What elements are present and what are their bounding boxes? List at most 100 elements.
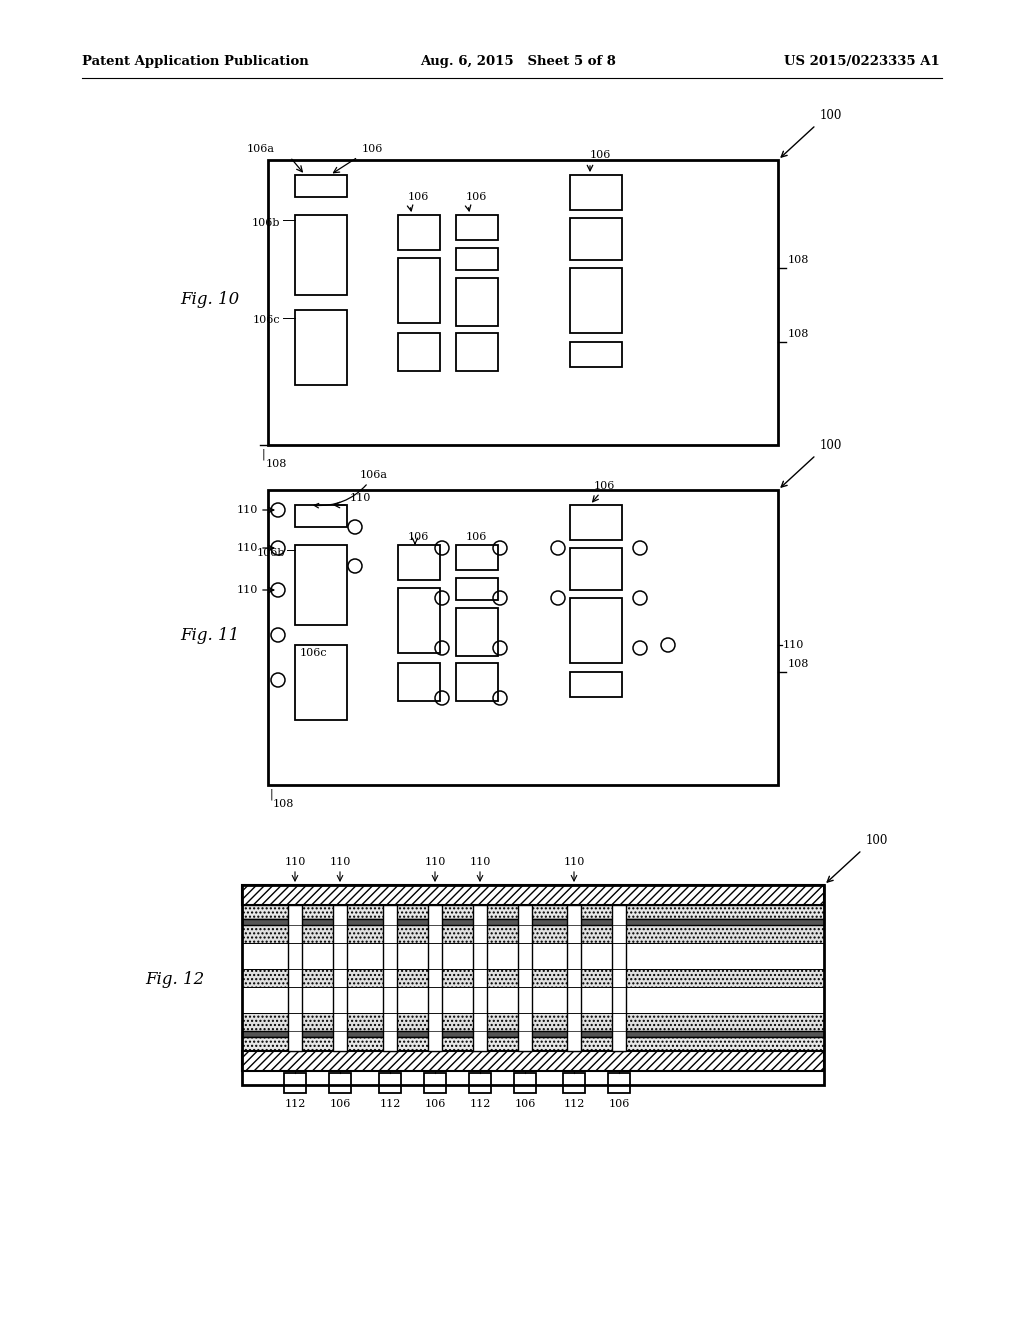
Bar <box>242 969 824 987</box>
Text: 106: 106 <box>408 191 429 202</box>
Bar <box>242 942 824 969</box>
Bar <box>295 645 347 719</box>
Bar <box>570 268 622 333</box>
Text: 108: 108 <box>788 659 809 669</box>
Bar <box>570 598 622 663</box>
Bar <box>242 884 824 1085</box>
Text: 106: 106 <box>514 1100 536 1109</box>
Bar <box>428 906 442 1051</box>
Bar <box>329 1073 351 1093</box>
Bar <box>295 545 347 624</box>
Bar <box>456 609 498 656</box>
Text: 110: 110 <box>350 492 372 503</box>
Text: 106: 106 <box>362 144 383 154</box>
Text: 110: 110 <box>783 640 805 649</box>
Text: 112: 112 <box>379 1100 400 1109</box>
Bar <box>570 548 622 590</box>
Text: Aug. 6, 2015   Sheet 5 of 8: Aug. 6, 2015 Sheet 5 of 8 <box>420 55 615 69</box>
Text: 106: 106 <box>424 1100 445 1109</box>
Text: 108: 108 <box>266 459 288 469</box>
Bar <box>469 1073 490 1093</box>
Bar <box>242 1051 824 1071</box>
Text: 106: 106 <box>590 150 611 160</box>
Bar <box>456 248 498 271</box>
Bar <box>242 1031 824 1038</box>
Text: 110: 110 <box>237 506 258 515</box>
Bar <box>570 176 622 210</box>
Text: 110: 110 <box>330 857 350 867</box>
Bar <box>570 218 622 260</box>
Bar <box>570 506 622 540</box>
Text: |: | <box>261 447 265 459</box>
Bar <box>570 342 622 367</box>
Bar <box>383 906 397 1051</box>
Bar <box>379 1073 401 1093</box>
Text: 106a: 106a <box>314 470 388 508</box>
Text: 110: 110 <box>237 543 258 553</box>
Bar <box>242 906 824 919</box>
Text: 100: 100 <box>820 440 843 451</box>
Text: 110: 110 <box>237 585 258 595</box>
Bar <box>456 663 498 701</box>
Text: Patent Application Publication: Patent Application Publication <box>82 55 309 69</box>
Bar <box>398 587 440 653</box>
Text: |: | <box>270 788 273 800</box>
Text: 106: 106 <box>608 1100 630 1109</box>
Bar <box>456 578 498 601</box>
Text: 110: 110 <box>563 857 585 867</box>
Text: 106: 106 <box>594 480 615 491</box>
Bar <box>456 279 498 326</box>
Text: 112: 112 <box>285 1100 306 1109</box>
Bar <box>567 906 581 1051</box>
Bar <box>295 176 347 197</box>
Bar <box>563 1073 585 1093</box>
Bar <box>295 215 347 294</box>
Bar <box>242 925 824 942</box>
Text: 106: 106 <box>330 1100 350 1109</box>
Text: 106: 106 <box>466 532 487 543</box>
Bar <box>612 906 626 1051</box>
Bar <box>398 663 440 701</box>
Bar <box>295 310 347 385</box>
Bar <box>456 333 498 371</box>
Bar <box>268 160 778 445</box>
Text: 112: 112 <box>469 1100 490 1109</box>
Bar <box>268 490 778 785</box>
Bar <box>398 215 440 249</box>
Text: 108: 108 <box>788 329 809 339</box>
Bar <box>398 333 440 371</box>
Bar <box>398 257 440 323</box>
Bar <box>242 1012 824 1031</box>
Bar <box>456 215 498 240</box>
Bar <box>570 672 622 697</box>
Bar <box>608 1073 630 1093</box>
Bar <box>456 545 498 570</box>
Text: Fig. 12: Fig. 12 <box>145 972 204 989</box>
Text: 110: 110 <box>424 857 445 867</box>
Text: 100: 100 <box>820 110 843 121</box>
Bar <box>424 1073 446 1093</box>
Bar <box>514 1073 536 1093</box>
Text: 106c: 106c <box>300 648 328 657</box>
Bar <box>398 545 440 579</box>
Text: Fig. 11: Fig. 11 <box>180 627 240 644</box>
Bar <box>288 906 302 1051</box>
Text: 110: 110 <box>285 857 306 867</box>
Text: 108: 108 <box>273 799 294 809</box>
Text: 110: 110 <box>469 857 490 867</box>
Text: Fig. 10: Fig. 10 <box>180 292 240 309</box>
Text: 106b: 106b <box>252 218 280 228</box>
Text: 106: 106 <box>466 191 487 202</box>
Bar <box>333 906 347 1051</box>
Text: 106c: 106c <box>252 315 280 325</box>
Text: 112: 112 <box>563 1100 585 1109</box>
Text: 106b: 106b <box>256 548 285 558</box>
Text: 106: 106 <box>408 532 429 543</box>
Text: 106a: 106a <box>247 144 275 154</box>
Bar <box>473 906 487 1051</box>
Bar <box>295 506 347 527</box>
Bar <box>242 919 824 925</box>
Text: 100: 100 <box>866 834 889 847</box>
Bar <box>518 906 532 1051</box>
Bar <box>242 987 824 1012</box>
